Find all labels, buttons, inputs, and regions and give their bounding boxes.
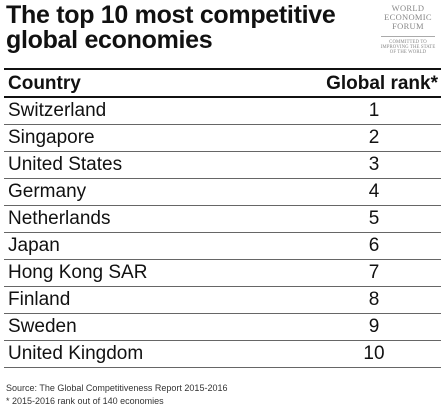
table-row: Singapore 2 xyxy=(4,125,441,152)
table-row: United Kingdom 10 xyxy=(4,341,441,368)
table-row: Netherlands 5 xyxy=(4,206,441,233)
footnote: * 2015-2016 rank out of 140 economies xyxy=(6,396,164,406)
table-body: Switzerland 1 Singapore 2 United States 3 Germ… xyxy=(4,98,441,368)
rank-cell: 9 xyxy=(368,316,380,337)
logo-divider xyxy=(381,36,435,37)
table-row: Japan 6 xyxy=(4,233,441,260)
country-cell: Netherlands xyxy=(8,208,111,229)
rank-cell: 3 xyxy=(368,154,380,175)
rank-cell: 8 xyxy=(368,289,380,310)
rank-cell: 10 xyxy=(363,343,385,364)
title-line-1: The top 10 most competitive xyxy=(6,1,336,29)
title-line-2: global economies xyxy=(6,26,213,54)
header-bottom-rule xyxy=(4,96,441,98)
logo-tag-3: OF THE WORLD xyxy=(389,50,427,55)
table-row: Germany 4 xyxy=(4,179,441,206)
logo-tag-2: IMPROVING THE STATE xyxy=(380,45,436,50)
rank-cell: 7 xyxy=(368,262,380,283)
table-row: Hong Kong SAR 7 xyxy=(4,260,441,287)
source-note: Source: The Global Competitiveness Repor… xyxy=(6,383,228,393)
country-cell: Sweden xyxy=(8,316,77,337)
rank-cell: 4 xyxy=(368,181,380,202)
table-row: United States 3 xyxy=(4,152,441,179)
country-cell: Hong Kong SAR xyxy=(8,262,148,283)
wef-logo: WORLD ECONOMIC FORUM COMMITTED TO IMPROV… xyxy=(375,4,441,66)
logo-line-3: FORUM xyxy=(392,21,424,31)
logo-line-1: WORLD xyxy=(391,3,425,13)
country-cell: Switzerland xyxy=(8,100,107,121)
rank-cell: 2 xyxy=(368,127,380,148)
table-row: Switzerland 1 xyxy=(4,98,441,125)
country-cell: Japan xyxy=(8,235,60,256)
chart-title: The top 10 most competitive global econo… xyxy=(6,3,346,53)
logo-tagline: COMMITTED TO IMPROVING THE STATE OF THE … xyxy=(375,40,441,55)
rank-cell: 1 xyxy=(368,100,380,121)
country-cell: United Kingdom xyxy=(8,343,144,364)
rank-cell: 6 xyxy=(368,235,380,256)
column-header-rank: Global rank* xyxy=(326,73,438,94)
country-cell: Finland xyxy=(8,289,71,310)
logo-tag-1: COMMITTED TO xyxy=(389,40,427,45)
table-row: Sweden 9 xyxy=(4,314,441,341)
country-cell: Singapore xyxy=(8,127,95,148)
table-row: Finland 8 xyxy=(4,287,441,314)
logo-line-2: ECONOMIC xyxy=(384,12,432,22)
rank-cell: 5 xyxy=(368,208,380,229)
country-cell: Germany xyxy=(8,181,87,202)
column-header-country: Country xyxy=(8,73,81,94)
header-top-rule xyxy=(4,68,441,70)
logo-wordmark: WORLD ECONOMIC FORUM xyxy=(375,4,441,31)
country-cell: United States xyxy=(8,154,123,175)
